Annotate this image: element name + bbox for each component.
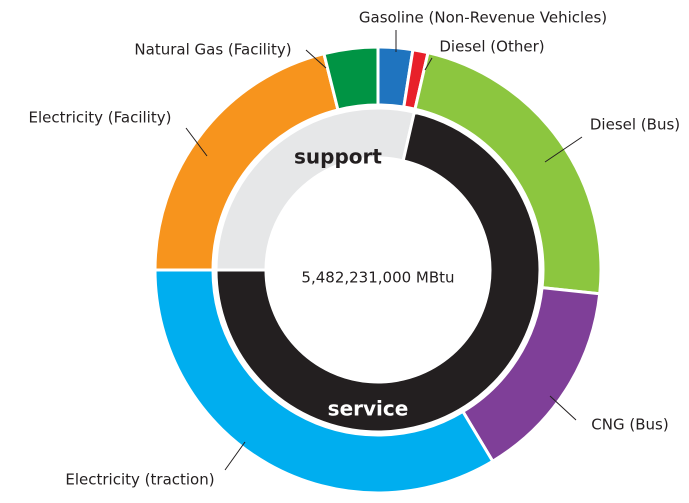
center-label: 5,482,231,000 MBtu: [301, 269, 454, 287]
segment-label: Diesel (Other): [439, 38, 544, 56]
segment-label: Diesel (Bus): [590, 116, 680, 134]
leader-line: [224, 441, 246, 471]
leader-line: [424, 57, 433, 71]
donut-segment: [322, 45, 380, 112]
segment-label: Electricity (traction): [65, 471, 214, 489]
segment-label: CNG (Bus): [591, 416, 668, 434]
segment-label: Electricity (Facility): [29, 109, 172, 127]
donut-segment: [214, 106, 417, 272]
leader-line: [305, 49, 327, 69]
donut-segment: [153, 268, 495, 495]
leader-line: [544, 136, 583, 163]
inner-label: support: [294, 145, 382, 169]
inner-label: service: [328, 397, 409, 421]
segment-label: Natural Gas (Facility): [134, 41, 291, 59]
leader-line: [549, 395, 577, 421]
donut-segment: [214, 110, 542, 434]
segment-label: Gasoline (Non-Revenue Vehicles): [359, 9, 607, 27]
leader-line: [185, 127, 208, 157]
